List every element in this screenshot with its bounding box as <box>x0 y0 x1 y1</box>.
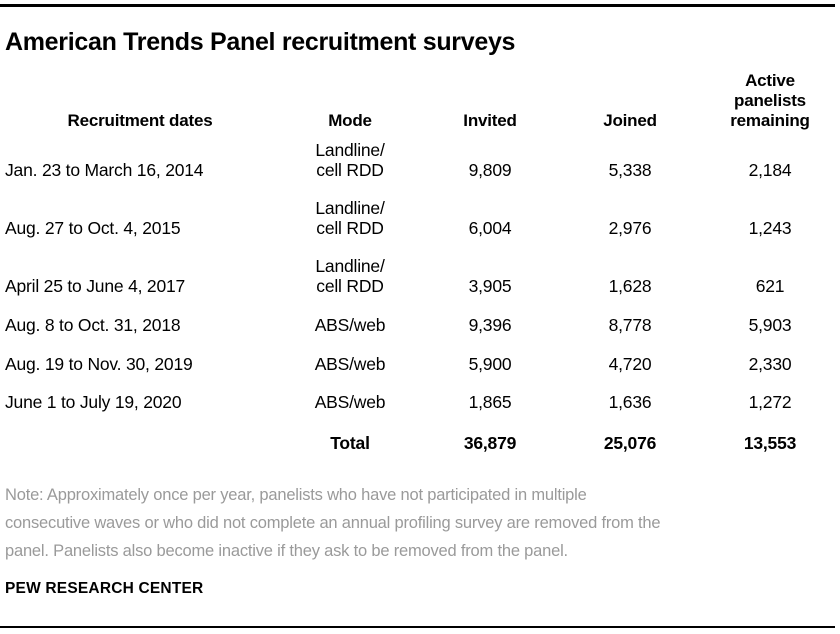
cell-remaining: 2,184 <box>748 159 792 180</box>
cell-joined: 1,636 <box>608 392 652 412</box>
footnote-line: Note: Approximately once per year, panel… <box>5 486 587 504</box>
cell-date: Aug. 19 to Nov. 30, 2019 <box>5 353 193 374</box>
cell-total-remaining: 13,553 <box>743 432 797 453</box>
table-total-row: Total 36,879 25,076 13,553 <box>0 422 840 463</box>
table-row: June 1 to July 19, 2020 ABS/web 1,865 1,… <box>0 383 840 422</box>
cell-total-invited: 36,879 <box>463 432 517 453</box>
cell-mode: Landline/ cell RDD <box>315 140 385 180</box>
cell-remaining: 621 <box>755 275 785 296</box>
cell-total-label: Total <box>330 432 370 453</box>
cell-mode: Landline/ cell RDD <box>315 256 385 296</box>
table-row: April 25 to June 4, 2017 Landline/ cell … <box>0 248 840 306</box>
table-row: Aug. 27 to Oct. 4, 2015 Landline/ cell R… <box>0 190 840 248</box>
column-header-mode: Mode <box>328 111 372 130</box>
cell-date: June 1 to July 19, 2020 <box>5 392 182 412</box>
cell-date: April 25 to June 4, 2017 <box>5 275 186 296</box>
cell-date: Aug. 27 to Oct. 4, 2015 <box>5 217 181 238</box>
cell-mode: ABS/web <box>314 315 386 335</box>
cell-joined: 1,628 <box>608 275 652 296</box>
cell-date: Jan. 23 to March 16, 2014 <box>5 159 204 180</box>
cell-invited: 3,905 <box>468 275 512 296</box>
cell-invited: 9,809 <box>468 159 512 180</box>
cell-mode: ABS/web <box>314 353 386 374</box>
footnote: Note: Approximately once per year, panel… <box>5 481 834 565</box>
cell-remaining: 5,903 <box>748 315 792 335</box>
cell-date: Aug. 8 to Oct. 31, 2018 <box>5 315 181 335</box>
source-attribution: PEW RESEARCH CENTER <box>5 580 204 597</box>
recruitment-table: Recruitment dates Mode Invited Joined Ac… <box>0 71 840 462</box>
cell-joined: 2,976 <box>608 217 652 238</box>
cell-invited: 9,396 <box>468 315 512 335</box>
column-header-recruitment-dates: Recruitment dates <box>67 111 213 130</box>
cell-remaining: 1,272 <box>748 392 792 412</box>
column-header-invited: Invited <box>463 111 517 130</box>
page-title: American Trends Panel recruitment survey… <box>5 28 516 56</box>
bottom-divider <box>0 626 835 628</box>
cell-empty <box>0 422 280 463</box>
top-divider <box>0 4 835 7</box>
cell-total-joined: 25,076 <box>603 432 657 453</box>
table-row: Aug. 19 to Nov. 30, 2019 ABS/web 5,900 4… <box>0 345 840 384</box>
column-header-joined: Joined <box>603 111 657 130</box>
cell-mode: ABS/web <box>314 392 386 412</box>
cell-remaining: 2,330 <box>748 353 792 374</box>
table-header-row: Recruitment dates Mode Invited Joined Ac… <box>0 71 840 132</box>
cell-joined: 5,338 <box>608 159 652 180</box>
table-row: Aug. 8 to Oct. 31, 2018 ABS/web 9,396 8,… <box>0 306 840 345</box>
cell-invited: 5,900 <box>468 353 512 374</box>
cell-mode: Landline/ cell RDD <box>315 198 385 238</box>
column-header-remaining: Active panelists remaining <box>730 71 810 130</box>
cell-joined: 8,778 <box>608 315 652 335</box>
footnote-line: consecutive waves or who did not complet… <box>5 514 661 532</box>
cell-invited: 1,865 <box>468 392 512 412</box>
footnote-line: panel. Panelists also become inactive if… <box>5 542 568 560</box>
cell-joined: 4,720 <box>608 353 652 374</box>
cell-invited: 6,004 <box>468 217 512 238</box>
cell-remaining: 1,243 <box>748 217 792 238</box>
table-row: Jan. 23 to March 16, 2014 Landline/ cell… <box>0 132 840 190</box>
